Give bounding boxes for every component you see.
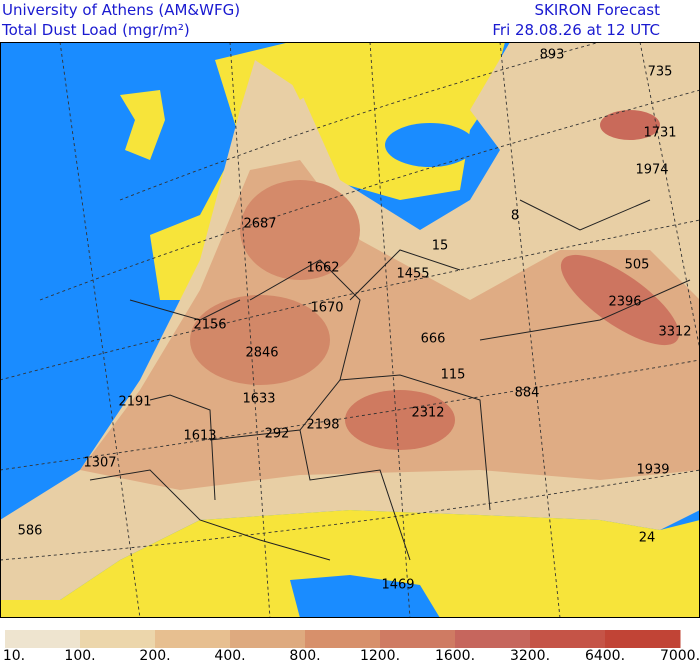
forecast-time: Fri 28.08.26 at 12 UTC	[492, 21, 660, 39]
colorbar-label: 6400.	[585, 648, 625, 662]
land-clear	[0, 510, 700, 618]
colorbar-swatch	[155, 630, 231, 648]
dust-value-label: 1307	[83, 456, 116, 471]
borders	[89, 199, 691, 561]
dust-value-label: 586	[18, 524, 43, 539]
dust-value-label: 15	[432, 239, 449, 254]
dust-value-label: 3312	[658, 325, 691, 340]
colorbar-label: 100.	[64, 648, 95, 662]
dust-value-label: 115	[441, 368, 466, 383]
dust-value-label: 893	[540, 48, 565, 63]
dust-core	[190, 295, 330, 385]
institution: University of Athens (AM&WFG)	[2, 1, 240, 19]
dust-value-label: 666	[421, 332, 446, 347]
colorbar-swatch	[380, 630, 456, 648]
colorbar-label: 3200.	[510, 648, 550, 662]
dust-core	[560, 254, 680, 346]
colorbar-swatch	[530, 630, 606, 648]
dust-value-label: 505	[625, 258, 650, 273]
dust-value-label: 1613	[183, 429, 216, 444]
colorbar-label: 200.	[139, 648, 170, 662]
colorbar-label: 10.	[3, 648, 25, 662]
dust-value-label: 1455	[396, 267, 429, 282]
dust-value-label: 2191	[118, 395, 151, 410]
dust-value-label: 24	[639, 531, 656, 546]
dust-value-label: 2846	[245, 346, 278, 361]
colorbar-swatch	[5, 630, 81, 648]
dust-value-label: 884	[515, 386, 540, 401]
gulf	[290, 575, 440, 618]
colorbar-label: 800.	[289, 648, 320, 662]
product: Total Dust Load (mgr/m²)	[1, 21, 190, 39]
dust-value-label: 1469	[381, 578, 414, 593]
land-clear	[280, 42, 330, 100]
dust-value-label: 1939	[636, 463, 669, 478]
colorbar: 10. 100. 200. 400. 800. 1200. 1600. 3200. 6400. 7…	[3, 630, 700, 662]
colorbar-label: 1600.	[435, 648, 475, 662]
dust-value-label: 292	[265, 427, 290, 442]
colorbar-label: 400.	[214, 648, 245, 662]
dust-value-label: 1670	[310, 301, 343, 316]
land-clear	[120, 90, 165, 160]
dust-value-label: 8	[511, 209, 519, 224]
graticule	[0, 42, 700, 618]
colorbar-label: 7000.	[660, 648, 700, 662]
dust-value-label: 2312	[411, 406, 444, 421]
colorbar-label: 1200.	[360, 648, 400, 662]
colorbar-swatch	[230, 630, 306, 648]
map	[0, 42, 700, 618]
colorbar-swatch	[605, 630, 681, 648]
dust-value-label: 2396	[608, 295, 641, 310]
dust-value-label: 2156	[193, 318, 226, 333]
dust-value-label: 2198	[306, 418, 339, 433]
dust-value-label: 2687	[243, 217, 276, 232]
dust-value-label: 1633	[242, 392, 275, 407]
model: SKIRON Forecast	[535, 1, 661, 19]
colorbar-swatch	[455, 630, 531, 648]
colorbar-swatch	[80, 630, 156, 648]
colorbar-swatch	[305, 630, 381, 648]
dust-core	[600, 110, 660, 140]
black-sea	[385, 123, 475, 167]
dust-value-label: 1662	[306, 261, 339, 276]
dust-value-label: 1731	[643, 126, 676, 141]
dust-value-label: 735	[648, 65, 673, 80]
dust-value-label: 1974	[635, 163, 668, 178]
dust-core	[240, 180, 360, 280]
